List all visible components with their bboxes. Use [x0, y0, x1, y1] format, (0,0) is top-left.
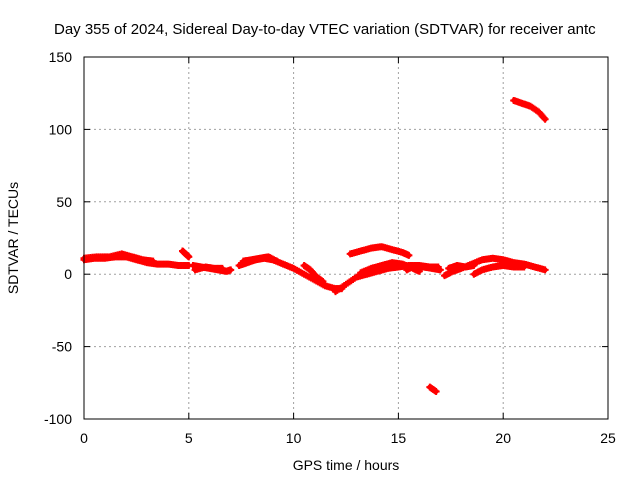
- x-tick-label: 25: [600, 430, 616, 446]
- series-track-8: [300, 262, 327, 285]
- data-point: [436, 266, 444, 274]
- x-tick-label: 15: [391, 430, 407, 446]
- y-tick-label: -50: [52, 339, 72, 355]
- data-point: [319, 277, 327, 285]
- series-track-2: [80, 250, 157, 265]
- data-point: [432, 387, 440, 395]
- chart-title: Day 355 of 2024, Sidereal Day-to-day VTE…: [54, 21, 596, 38]
- data-point: [149, 257, 157, 265]
- series-track-5: [191, 263, 226, 274]
- x-tick-label: 20: [495, 430, 511, 446]
- data-point: [470, 262, 478, 270]
- x-tick-label: 0: [80, 430, 88, 446]
- series-track-17: [426, 383, 440, 395]
- plot-frame: [83, 56, 609, 420]
- data-tracks: [80, 96, 549, 395]
- series-track-12: [403, 262, 444, 274]
- series-track-3: [179, 247, 193, 261]
- y-tick-label: 50: [56, 194, 72, 210]
- series-track-15: [470, 262, 528, 278]
- data-point: [218, 264, 226, 272]
- x-tick-label: 5: [185, 430, 193, 446]
- x-axis-label: GPS time / hours: [293, 457, 400, 473]
- series-track-7: [239, 253, 281, 265]
- y-tick-label: 0: [64, 266, 72, 282]
- data-point: [540, 114, 548, 122]
- data-point: [541, 266, 549, 274]
- plot-area: [84, 57, 608, 419]
- y-tick-label: 150: [49, 49, 73, 65]
- data-point: [185, 253, 193, 261]
- x-tick-label: 10: [286, 430, 302, 446]
- data-point: [405, 251, 413, 259]
- data-point: [541, 115, 549, 123]
- y-tick-label: -100: [44, 411, 72, 427]
- data-point: [227, 266, 235, 274]
- series-track-16: [510, 96, 549, 123]
- series-track-10: [346, 243, 413, 259]
- y-axis-label: SDTVAR / TECUs: [5, 182, 21, 294]
- data-point: [273, 257, 281, 265]
- grid-lines: [84, 57, 608, 419]
- series-track-14: [445, 262, 478, 272]
- data-point: [520, 263, 528, 271]
- y-tick-label: 100: [49, 121, 73, 137]
